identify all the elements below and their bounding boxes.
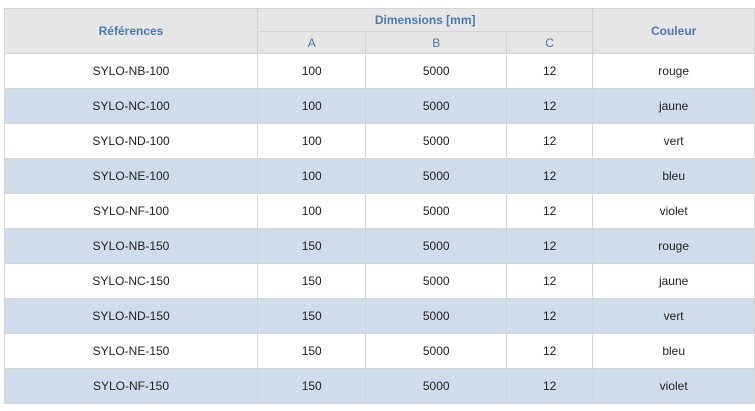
cell-dimension-c: 12: [505, 193, 594, 229]
cell-dimension-c: 12: [505, 333, 594, 369]
cell-reference: SYLO-NB-100: [4, 53, 258, 89]
cell-dimension-a: 150: [256, 333, 367, 369]
cell-reference: SYLO-NE-150: [4, 333, 258, 369]
cell-dimension-a: 150: [256, 228, 367, 264]
cell-dimension-c: 12: [505, 298, 594, 334]
cell-reference: SYLO-NE-100: [4, 158, 258, 194]
cell-dimension-a: 100: [256, 53, 367, 89]
cell-reference: SYLO-NF-150: [4, 368, 258, 404]
cell-reference: SYLO-NC-100: [4, 88, 258, 124]
cell-dimension-a: 100: [256, 193, 367, 229]
table-row: SYLO-NE-150 150 5000 12 bleu: [4, 333, 755, 369]
cell-dimension-a: 150: [256, 263, 367, 299]
header-color: Couleur: [592, 8, 755, 54]
cell-color: vert: [592, 123, 755, 159]
table-row: SYLO-NB-100 100 5000 12 rouge: [4, 53, 755, 89]
header-dimensions: Dimensions [mm]: [256, 8, 594, 32]
cell-color: jaune: [592, 88, 755, 124]
cell-reference: SYLO-ND-150: [4, 298, 258, 334]
cell-dimension-b: 5000: [365, 88, 507, 124]
cell-color: rouge: [592, 228, 755, 264]
cell-reference: SYLO-NB-150: [4, 228, 258, 264]
table-header: Références Dimensions [mm] Couleur A B C: [4, 8, 755, 54]
cell-dimension-a: 150: [256, 298, 367, 334]
cell-reference: SYLO-NF-100: [4, 193, 258, 229]
table-row: SYLO-NB-150 150 5000 12 rouge: [4, 228, 755, 264]
cell-dimension-b: 5000: [365, 298, 507, 334]
product-table: Références Dimensions [mm] Couleur A B C…: [4, 8, 755, 404]
cell-dimension-b: 5000: [365, 263, 507, 299]
cell-reference: SYLO-ND-100: [4, 123, 258, 159]
cell-dimension-c: 12: [505, 53, 594, 89]
cell-dimension-c: 12: [505, 368, 594, 404]
cell-dimension-b: 5000: [365, 53, 507, 89]
table-row: SYLO-ND-150 150 5000 12 vert: [4, 298, 755, 334]
header-dimension-a: A: [256, 31, 367, 54]
header-row-top: Références Dimensions [mm] Couleur: [4, 8, 755, 54]
cell-color: violet: [592, 193, 755, 229]
cell-color: rouge: [592, 53, 755, 89]
cell-color: violet: [592, 368, 755, 404]
cell-dimension-a: 150: [256, 368, 367, 404]
cell-dimension-a: 100: [256, 123, 367, 159]
cell-color: jaune: [592, 263, 755, 299]
cell-dimension-b: 5000: [365, 123, 507, 159]
cell-dimension-a: 100: [256, 158, 367, 194]
cell-dimension-a: 100: [256, 88, 367, 124]
cell-dimension-b: 5000: [365, 228, 507, 264]
cell-color: bleu: [592, 333, 755, 369]
table-row: SYLO-NF-150 150 5000 12 violet: [4, 368, 755, 404]
table-row: SYLO-NF-100 100 5000 12 violet: [4, 193, 755, 229]
table-row: SYLO-ND-100 100 5000 12 vert: [4, 123, 755, 159]
cell-color: bleu: [592, 158, 755, 194]
header-dimension-b: B: [365, 31, 507, 54]
cell-dimension-c: 12: [505, 158, 594, 194]
table-row: SYLO-NE-100 100 5000 12 bleu: [4, 158, 755, 194]
header-dimension-c: C: [505, 31, 594, 54]
header-references: Références: [4, 8, 258, 54]
cell-dimension-b: 5000: [365, 158, 507, 194]
cell-dimension-c: 12: [505, 123, 594, 159]
cell-dimension-b: 5000: [365, 193, 507, 229]
table-row: SYLO-NC-100 100 5000 12 jaune: [4, 88, 755, 124]
cell-dimension-b: 5000: [365, 368, 507, 404]
cell-dimension-c: 12: [505, 263, 594, 299]
table-body: SYLO-NB-100 100 5000 12 rouge SYLO-NC-10…: [4, 53, 755, 404]
cell-dimension-c: 12: [505, 228, 594, 264]
cell-dimension-b: 5000: [365, 333, 507, 369]
cell-dimension-c: 12: [505, 88, 594, 124]
table-row: SYLO-NC-150 150 5000 12 jaune: [4, 263, 755, 299]
cell-reference: SYLO-NC-150: [4, 263, 258, 299]
cell-color: vert: [592, 298, 755, 334]
